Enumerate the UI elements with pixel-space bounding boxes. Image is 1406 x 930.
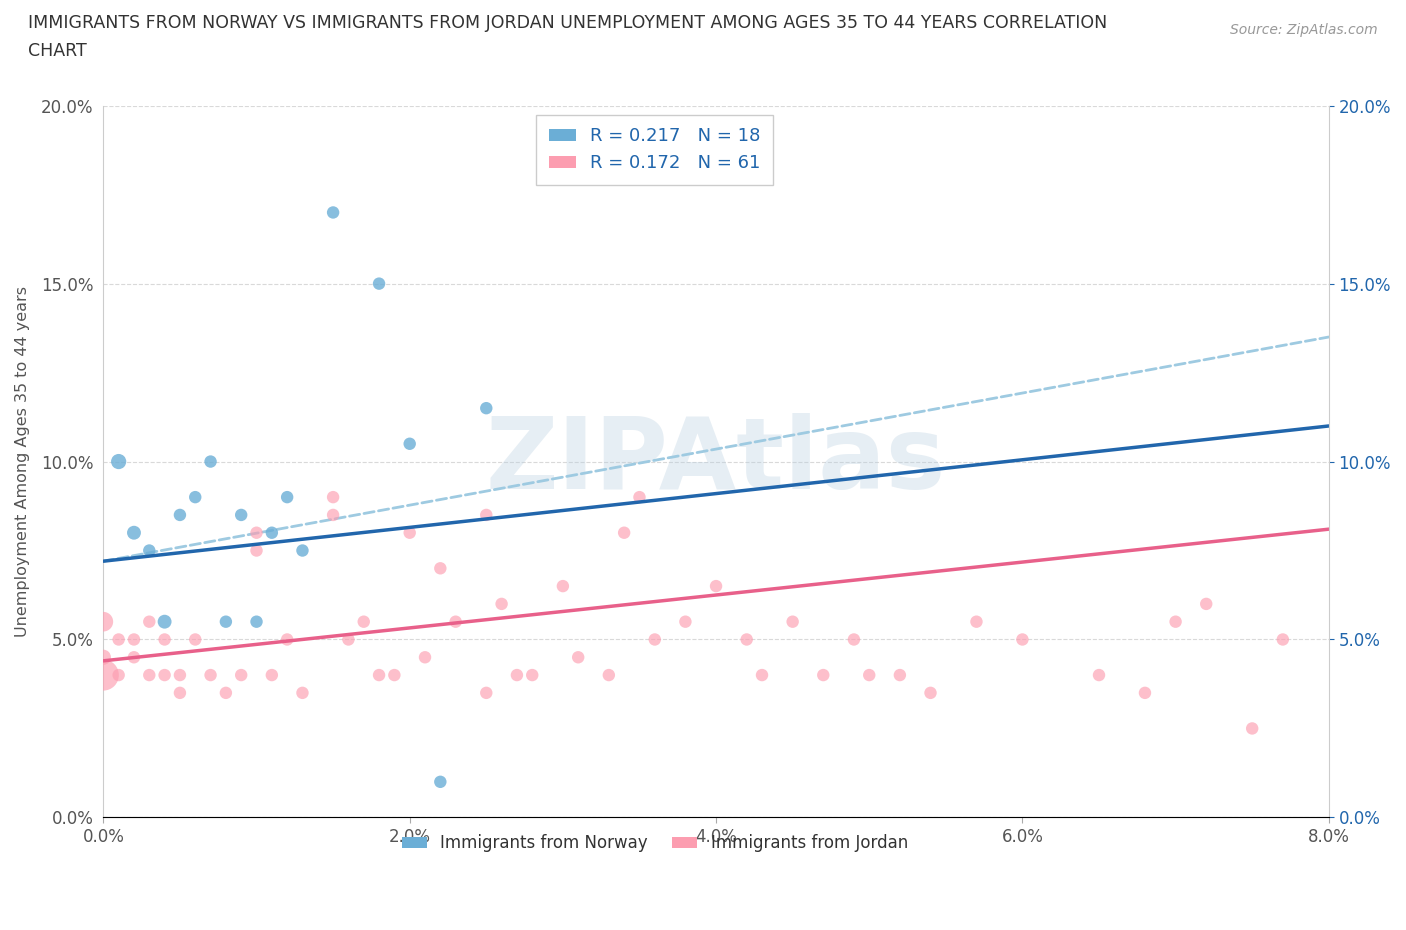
Point (735, 632, 758, 647)
Point (842, 632, 865, 647)
Text: CHART: CHART (28, 42, 87, 60)
Point (889, 668, 911, 683)
Point (169, 668, 191, 683)
Point (475, 401, 498, 416)
Point (322, 205, 344, 219)
Point (215, 614, 238, 629)
Point (260, 668, 283, 683)
Point (276, 632, 298, 647)
Legend: Immigrants from Norway, Immigrants from Jordan: Immigrants from Norway, Immigrants from … (395, 828, 915, 859)
Point (153, 668, 176, 683)
Point (91, 614, 114, 629)
Point (169, 508, 191, 523)
Point (337, 632, 360, 647)
Point (107, 668, 129, 683)
Point (231, 508, 253, 523)
Point (184, 632, 207, 647)
Point (751, 668, 773, 683)
Point (245, 543, 267, 558)
Point (598, 668, 620, 683)
Point (138, 543, 160, 558)
Point (260, 525, 283, 540)
Point (169, 685, 191, 700)
Point (1133, 685, 1156, 700)
Point (291, 685, 314, 700)
Point (138, 614, 160, 629)
Point (122, 632, 145, 647)
Point (1088, 668, 1111, 683)
Point (1011, 632, 1033, 647)
Point (551, 578, 574, 593)
Point (382, 668, 405, 683)
Point (322, 490, 344, 505)
Point (491, 596, 513, 611)
Point (398, 525, 420, 540)
Point (1164, 614, 1187, 629)
Point (200, 454, 222, 469)
Point (107, 454, 129, 469)
Point (153, 632, 176, 647)
Point (567, 650, 589, 665)
Text: Source: ZipAtlas.com: Source: ZipAtlas.com (1230, 23, 1378, 37)
Point (184, 490, 207, 505)
Point (1241, 721, 1264, 736)
Point (91, 650, 114, 665)
Point (782, 614, 804, 629)
Point (122, 525, 145, 540)
Point (644, 632, 666, 647)
Point (475, 508, 498, 523)
Point (628, 490, 651, 505)
Point (444, 614, 467, 629)
Point (245, 525, 267, 540)
Text: IMMIGRANTS FROM NORWAY VS IMMIGRANTS FROM JORDAN UNEMPLOYMENT AMONG AGES 35 TO 4: IMMIGRANTS FROM NORWAY VS IMMIGRANTS FRO… (28, 14, 1108, 32)
Point (368, 276, 391, 291)
Point (522, 668, 544, 683)
Point (276, 490, 298, 505)
Point (673, 614, 696, 629)
Point (398, 436, 420, 451)
Point (107, 632, 129, 647)
Text: ZIPAtlas: ZIPAtlas (486, 413, 946, 510)
Point (413, 650, 436, 665)
Point (858, 668, 880, 683)
Point (353, 614, 375, 629)
Point (91, 668, 114, 683)
Point (368, 668, 391, 683)
Point (613, 525, 636, 540)
Point (704, 578, 727, 593)
Point (965, 614, 987, 629)
Point (291, 543, 314, 558)
Point (138, 668, 160, 683)
Point (506, 668, 529, 683)
Point (429, 775, 451, 790)
Point (813, 668, 835, 683)
Y-axis label: Unemployment Among Ages 35 to 44 years: Unemployment Among Ages 35 to 44 years (15, 286, 30, 637)
Point (920, 685, 942, 700)
Point (322, 508, 344, 523)
Point (215, 685, 238, 700)
Point (429, 561, 451, 576)
Point (1195, 596, 1218, 611)
Point (200, 668, 222, 683)
Point (153, 614, 176, 629)
Point (245, 614, 267, 629)
Point (475, 685, 498, 700)
Point (122, 650, 145, 665)
Point (1271, 632, 1294, 647)
Point (231, 668, 253, 683)
